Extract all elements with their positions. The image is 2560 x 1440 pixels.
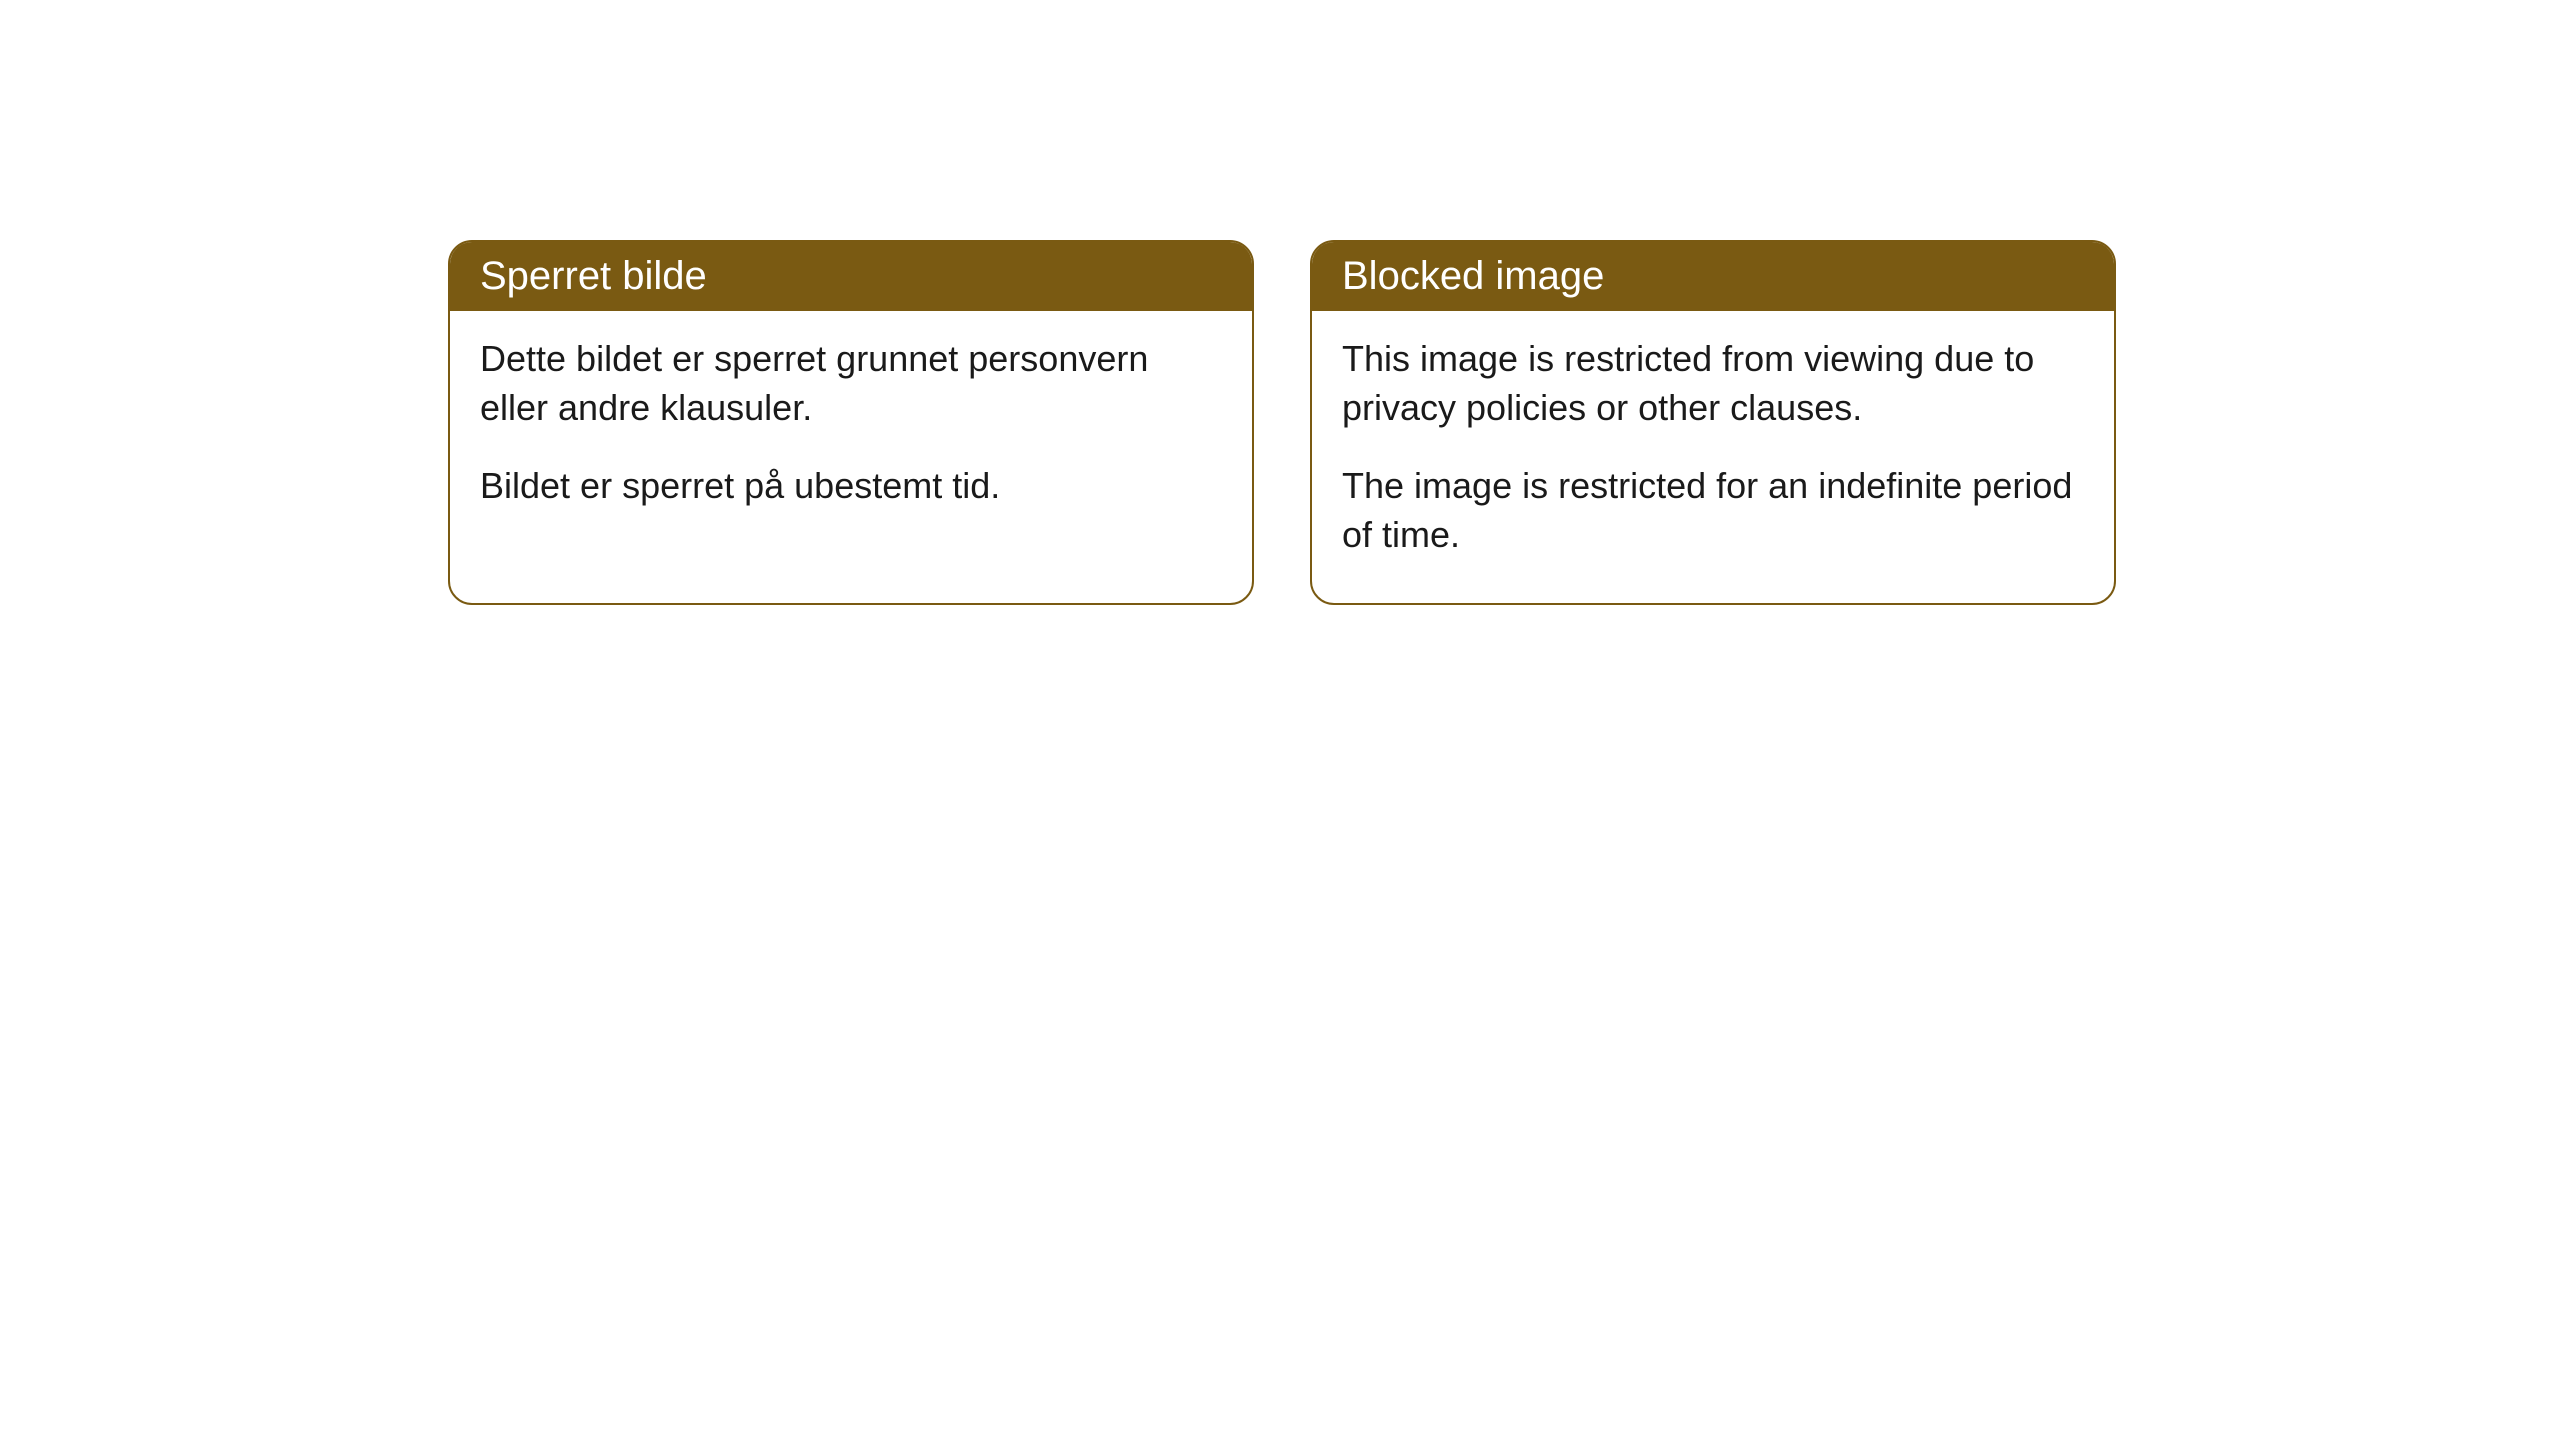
- card-title: Sperret bilde: [480, 254, 707, 298]
- blocked-image-card-english: Blocked image This image is restricted f…: [1310, 240, 2116, 605]
- card-paragraph: The image is restricted for an indefinit…: [1342, 462, 2084, 559]
- blocked-image-card-norwegian: Sperret bilde Dette bildet er sperret gr…: [448, 240, 1254, 605]
- card-body-english: This image is restricted from viewing du…: [1312, 311, 2114, 603]
- card-title: Blocked image: [1342, 254, 1604, 298]
- card-header-english: Blocked image: [1312, 242, 2114, 311]
- card-body-norwegian: Dette bildet er sperret grunnet personve…: [450, 311, 1252, 555]
- blocked-image-cards: Sperret bilde Dette bildet er sperret gr…: [448, 240, 2116, 605]
- card-paragraph: Bildet er sperret på ubestemt tid.: [480, 462, 1222, 511]
- card-paragraph: This image is restricted from viewing du…: [1342, 335, 2084, 432]
- card-header-norwegian: Sperret bilde: [450, 242, 1252, 311]
- card-paragraph: Dette bildet er sperret grunnet personve…: [480, 335, 1222, 432]
